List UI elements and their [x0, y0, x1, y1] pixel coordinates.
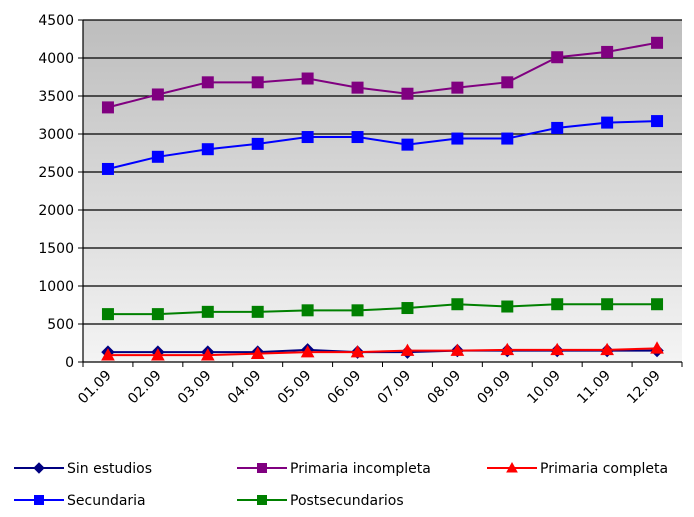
x-tick-label: 02.09 [125, 368, 165, 408]
y-tick-label: 4000 [38, 51, 74, 67]
data-point [550, 342, 565, 356]
legend-item: Primaria completa [487, 461, 668, 477]
legend-label: Sin estudios [67, 461, 152, 477]
series-primaria-incompleta [101, 36, 664, 114]
data-point [201, 76, 214, 89]
legend-label: Postsecundarios [290, 493, 404, 509]
data-point [301, 304, 314, 317]
data-point [251, 76, 264, 89]
series-line [107, 41, 658, 109]
y-tick-label: 1000 [38, 279, 74, 295]
legend-marker [257, 463, 267, 473]
x-tick-label: 05.09 [275, 368, 315, 408]
series-secundaria [101, 115, 664, 175]
legend-label: Primaria incompleta [290, 461, 431, 477]
data-point [101, 308, 114, 321]
legend-item: Secundaria [14, 493, 146, 509]
data-point [651, 115, 664, 128]
y-tick-label: 0 [65, 355, 74, 371]
legend-marker [506, 461, 518, 473]
data-point [101, 101, 114, 114]
data-point [401, 87, 414, 100]
y-tick-label: 4500 [38, 13, 74, 29]
y-tick-label: 500 [47, 317, 74, 333]
data-point [200, 348, 215, 361]
x-tick-label: 12.09 [624, 368, 664, 408]
data-point [351, 81, 364, 94]
data-point [551, 121, 564, 134]
data-point [600, 342, 614, 356]
data-point [250, 346, 265, 359]
y-tick-label: 1500 [38, 241, 74, 257]
data-point [601, 116, 614, 129]
x-tick-label: 01.09 [75, 368, 115, 408]
data-point [651, 36, 664, 49]
data-point [501, 76, 514, 89]
data-point [401, 138, 414, 151]
legend-item: Sin estudios [14, 461, 152, 477]
legend-label: Primaria completa [540, 461, 668, 477]
data-point [451, 132, 464, 145]
data-point [650, 341, 664, 354]
data-point [101, 162, 114, 175]
legend-item: Postsecundarios [237, 493, 404, 509]
x-tick-label: 07.09 [375, 368, 415, 408]
plot-area [83, 20, 682, 362]
data-point [351, 304, 364, 317]
data-point [350, 345, 365, 358]
y-tick-label: 3000 [38, 127, 74, 143]
data-point [201, 143, 214, 156]
y-tick-label: 3500 [38, 89, 74, 105]
x-tick-label: 04.09 [225, 368, 265, 408]
legend-marker [257, 495, 267, 505]
x-tick-label: 09.09 [474, 368, 514, 408]
data-point [151, 348, 165, 361]
series-postsecundarios [101, 298, 664, 321]
data-point [201, 305, 214, 318]
data-point [301, 131, 314, 144]
data-point [451, 298, 464, 311]
y-tick-label: 2000 [38, 203, 74, 219]
data-point [450, 343, 465, 356]
data-point [451, 81, 464, 94]
series-primaria-completa [101, 341, 664, 361]
data-point [300, 345, 315, 358]
data-point [401, 302, 414, 315]
data-point [501, 300, 514, 313]
data-point [301, 72, 314, 85]
x-tick-label: 06.09 [325, 368, 365, 408]
data-point [501, 132, 514, 145]
legend-marker [34, 495, 44, 505]
data-point [251, 305, 264, 318]
legend-label: Secundaria [67, 493, 146, 509]
series-line [107, 120, 658, 170]
data-point [651, 298, 664, 311]
series-line [107, 347, 658, 357]
y-tick-label: 2500 [38, 165, 74, 181]
x-tick-label: 10.09 [524, 368, 564, 408]
data-point [151, 88, 164, 101]
data-point [601, 45, 614, 58]
data-point [400, 343, 415, 356]
data-point [151, 308, 164, 321]
data-point [601, 298, 614, 311]
series-line [107, 303, 658, 316]
data-point [251, 137, 264, 150]
legend-marker [33, 462, 45, 474]
data-point [151, 150, 164, 163]
x-tick-label: 08.09 [425, 368, 465, 408]
data-point [351, 131, 364, 144]
x-tick-label: 03.09 [175, 368, 215, 408]
data-point [551, 51, 564, 64]
legend-item: Primaria incompleta [237, 461, 431, 477]
x-tick-label: 11.09 [574, 368, 614, 408]
data-point [500, 342, 515, 356]
data-point [551, 298, 564, 311]
data-point [101, 348, 115, 361]
